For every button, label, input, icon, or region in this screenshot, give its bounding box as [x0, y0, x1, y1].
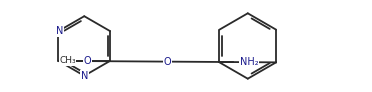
Text: CH₃: CH₃ [59, 56, 76, 65]
Text: NH₂: NH₂ [240, 57, 259, 67]
Text: N: N [81, 71, 88, 81]
Text: O: O [163, 57, 171, 67]
Text: O: O [84, 56, 92, 66]
Text: N: N [56, 26, 64, 36]
